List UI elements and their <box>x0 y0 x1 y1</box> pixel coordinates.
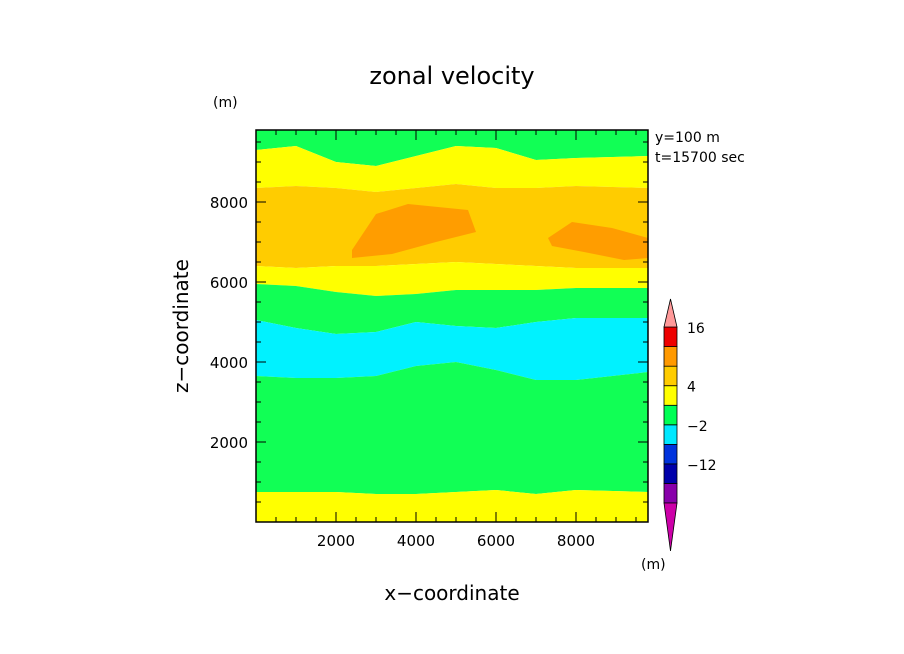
colorbar-label: 16 <box>687 321 705 337</box>
y-unit-label: (m) <box>213 95 238 111</box>
band-cyan-mid <box>256 318 648 380</box>
x-tick-label: 4000 <box>397 532 435 550</box>
colorbar-labels: 16 4 −2 −12 <box>687 321 717 474</box>
colorbar-segment <box>663 424 678 445</box>
colorbar-segment <box>663 365 678 387</box>
axis-ticks <box>255 130 648 523</box>
band-yellow-upper <box>256 146 648 192</box>
colorbar-unit: (m) <box>641 557 666 573</box>
colorbar-arrow-bottom <box>663 502 678 552</box>
colorbar-segment <box>663 346 678 367</box>
band-yellow-mid <box>256 262 648 296</box>
colorbar-segment <box>663 463 678 484</box>
x-tick-label: 2000 <box>317 532 355 550</box>
tick-labels: 2000 4000 6000 8000 2000 4000 6000 8000 <box>210 194 595 550</box>
annotation-t: t=15700 sec <box>655 150 745 166</box>
colorbar-segment <box>663 443 678 465</box>
band-green-upper <box>256 130 648 166</box>
colorbar <box>663 298 678 552</box>
colorbar-arrow-top <box>663 298 678 328</box>
colorbar-segment <box>663 326 678 348</box>
chart-title: zonal velocity <box>369 62 534 90</box>
y-tick-label: 8000 <box>210 194 248 212</box>
colorbar-label: −12 <box>687 458 717 474</box>
band-green-mid <box>256 284 648 334</box>
colorbar-segment <box>663 404 678 426</box>
y-tick-label: 6000 <box>210 274 248 292</box>
contour-fill <box>256 130 648 522</box>
y-tick-label: 2000 <box>210 434 248 452</box>
x-tick-label: 6000 <box>477 532 515 550</box>
colorbar-segment <box>663 385 678 406</box>
blob-orange-right <box>548 222 648 260</box>
band-yellow-bottom <box>256 490 648 522</box>
blob-orange-center <box>352 204 476 258</box>
plot-frame <box>255 129 649 523</box>
colorbar-label: −2 <box>687 419 708 435</box>
colorbar-segment <box>663 482 678 504</box>
annotation-y: y=100 m <box>655 130 720 146</box>
band-green-lower <box>256 362 648 494</box>
colorbar-label: 4 <box>687 380 696 396</box>
x-tick-label: 8000 <box>557 532 595 550</box>
y-tick-label: 4000 <box>210 354 248 372</box>
y-axis-label: z−coordinate <box>169 259 193 393</box>
x-axis-label: x−coordinate <box>384 581 519 605</box>
